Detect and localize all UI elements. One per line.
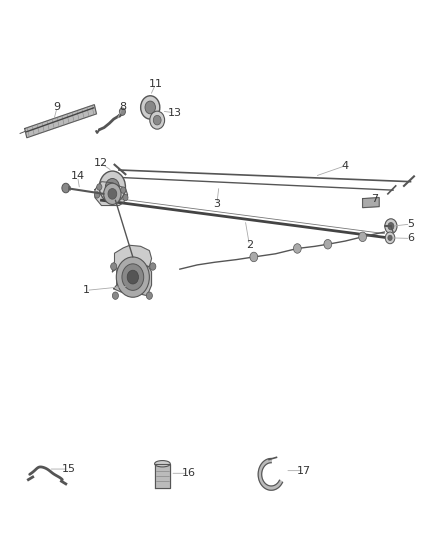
Text: 4: 4: [342, 161, 349, 171]
Circle shape: [62, 183, 70, 193]
Circle shape: [99, 171, 125, 203]
Circle shape: [359, 232, 367, 241]
Circle shape: [324, 239, 332, 249]
Circle shape: [250, 252, 258, 262]
Circle shape: [388, 222, 394, 230]
Text: 5: 5: [407, 219, 414, 229]
Text: 16: 16: [181, 469, 195, 478]
Circle shape: [385, 232, 395, 244]
Circle shape: [293, 244, 301, 253]
Circle shape: [150, 263, 156, 270]
Polygon shape: [258, 458, 283, 490]
Circle shape: [150, 111, 165, 129]
Polygon shape: [155, 464, 170, 488]
Circle shape: [108, 189, 117, 199]
Circle shape: [104, 183, 121, 205]
Text: 6: 6: [407, 233, 414, 244]
Circle shape: [146, 292, 152, 300]
Circle shape: [123, 195, 128, 201]
Text: 13: 13: [168, 108, 182, 118]
Circle shape: [113, 292, 118, 300]
Circle shape: [95, 192, 100, 198]
Ellipse shape: [155, 461, 170, 467]
Polygon shape: [114, 264, 152, 296]
Circle shape: [119, 108, 125, 115]
Circle shape: [111, 263, 117, 270]
Polygon shape: [25, 104, 96, 138]
Text: 12: 12: [94, 158, 108, 168]
Text: 3: 3: [213, 199, 220, 209]
Polygon shape: [363, 198, 379, 208]
Circle shape: [122, 264, 144, 290]
Circle shape: [385, 219, 397, 233]
Circle shape: [153, 115, 161, 125]
Text: 2: 2: [246, 240, 253, 251]
Text: 15: 15: [62, 464, 76, 474]
Circle shape: [388, 235, 392, 240]
Circle shape: [97, 184, 102, 190]
Text: 17: 17: [297, 466, 311, 475]
Text: 9: 9: [53, 102, 60, 112]
Circle shape: [145, 101, 155, 114]
Polygon shape: [95, 182, 127, 206]
Polygon shape: [113, 245, 152, 272]
Circle shape: [127, 270, 138, 284]
Circle shape: [141, 96, 160, 119]
Text: 1: 1: [83, 285, 90, 295]
Circle shape: [106, 179, 119, 196]
Circle shape: [120, 187, 126, 193]
Circle shape: [116, 257, 149, 297]
Text: 14: 14: [71, 172, 85, 181]
Text: 7: 7: [371, 193, 378, 204]
Text: 11: 11: [149, 78, 163, 88]
Text: 8: 8: [119, 102, 126, 112]
